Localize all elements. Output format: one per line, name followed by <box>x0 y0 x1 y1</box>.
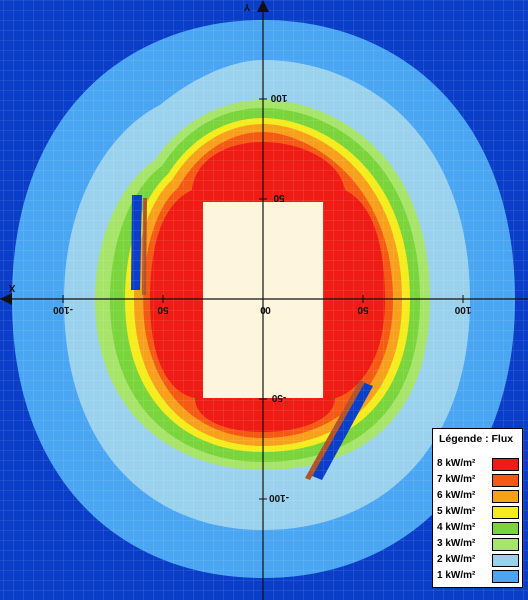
tick-labels: 100 50 0 50 -100 0 100 50 -50 -100 Y X <box>8 1 471 503</box>
legend-entry: 2 kW/m² <box>433 553 524 568</box>
y-axis-arrow <box>257 0 269 12</box>
legend-swatch <box>492 490 519 503</box>
x-tick-label: 100 <box>454 304 471 315</box>
legend-swatch <box>492 458 519 471</box>
legend-swatch <box>492 474 519 487</box>
legend-entry: 5 kW/m² <box>433 505 524 520</box>
legend-entry: 4 kW/m² <box>433 521 524 536</box>
legend-entry: 3 kW/m² <box>433 537 524 552</box>
legend-entry: 8 kW/m² <box>433 457 524 472</box>
legend-entry-label: 3 kW/m² <box>437 538 476 549</box>
x-tick-label: 50 <box>157 304 169 315</box>
legend-entry: 7 kW/m² <box>433 473 524 488</box>
legend-swatch <box>492 570 519 583</box>
legend-swatch <box>492 538 519 551</box>
x-axis-arrow <box>0 293 12 305</box>
legend-entry-label: 5 kW/m² <box>437 506 476 517</box>
legend-entry: 6 kW/m² <box>433 489 524 504</box>
legend-entry: 1 kW/m² <box>433 569 524 584</box>
x-tick-label: -100 <box>53 304 73 315</box>
x-tick-label: 0 <box>260 304 266 315</box>
y-tick-label: -50 <box>271 392 286 403</box>
x-tick-label-zero: 0 <box>265 304 271 315</box>
y-axis-label: Y <box>243 1 250 12</box>
x-axis-label: X <box>8 282 15 293</box>
legend-swatch <box>492 506 519 519</box>
legend: Légende : Flux 8 kW/m² 7 kW/m² 6 kW/m² 5 kW… <box>432 428 523 588</box>
legend-title: Légende : Flux <box>439 433 514 445</box>
legend-entry-label: 8 kW/m² <box>437 458 476 469</box>
y-tick-label: 50 <box>273 192 285 203</box>
y-tick-label: 100 <box>270 92 287 103</box>
legend-swatch <box>492 554 519 567</box>
legend-entry-label: 7 kW/m² <box>437 474 476 485</box>
legend-entry-label: 6 kW/m² <box>437 490 476 501</box>
legend-entry-label: 4 kW/m² <box>437 522 476 533</box>
legend-entry-label: 2 kW/m² <box>437 554 476 565</box>
x-tick-label: 50 <box>357 304 369 315</box>
y-tick-label: -100 <box>269 492 289 503</box>
legend-entry-label: 1 kW/m² <box>437 570 476 581</box>
legend-swatch <box>492 522 519 535</box>
